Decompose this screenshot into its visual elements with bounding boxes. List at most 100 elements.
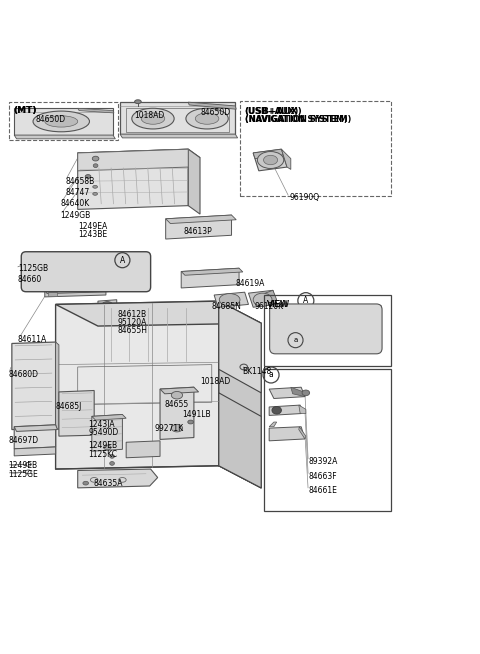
Ellipse shape xyxy=(92,156,99,161)
Ellipse shape xyxy=(141,113,165,124)
Text: 84685N: 84685N xyxy=(212,302,241,311)
Polygon shape xyxy=(166,215,231,239)
Text: 1125KC: 1125KC xyxy=(88,449,118,458)
Text: 84650D: 84650D xyxy=(200,108,230,117)
Bar xyxy=(264,295,391,366)
Text: 96190Q: 96190Q xyxy=(289,193,320,202)
Text: 84635A: 84635A xyxy=(93,479,123,488)
Text: 84650D: 84650D xyxy=(36,114,65,124)
Text: a: a xyxy=(269,370,274,379)
Polygon shape xyxy=(166,215,236,224)
Text: 1491LB: 1491LB xyxy=(182,409,211,419)
Polygon shape xyxy=(299,426,306,439)
Ellipse shape xyxy=(186,109,228,129)
Ellipse shape xyxy=(302,390,310,396)
Ellipse shape xyxy=(93,164,98,167)
Polygon shape xyxy=(219,393,261,488)
Ellipse shape xyxy=(264,155,277,165)
Text: 84660: 84660 xyxy=(18,275,42,284)
Text: 1249GB: 1249GB xyxy=(60,211,91,220)
Text: 1243BE: 1243BE xyxy=(78,230,107,239)
Ellipse shape xyxy=(85,175,91,179)
Ellipse shape xyxy=(33,111,89,132)
Text: BK1148: BK1148 xyxy=(242,367,272,376)
Text: 84747: 84747 xyxy=(65,188,89,197)
Text: 84685J: 84685J xyxy=(56,402,82,411)
Polygon shape xyxy=(78,109,114,113)
Ellipse shape xyxy=(253,293,272,306)
Ellipse shape xyxy=(188,420,193,424)
Text: 1018AD: 1018AD xyxy=(200,377,230,386)
Polygon shape xyxy=(92,415,122,451)
Polygon shape xyxy=(269,405,301,415)
Polygon shape xyxy=(98,300,117,311)
Polygon shape xyxy=(160,387,194,439)
Text: 84663F: 84663F xyxy=(308,472,337,481)
Text: (NAVIGATION SYSTEM): (NAVIGATION SYSTEM) xyxy=(245,115,348,124)
Polygon shape xyxy=(263,290,276,304)
Ellipse shape xyxy=(257,152,284,169)
Text: a: a xyxy=(293,337,298,343)
Polygon shape xyxy=(78,469,157,488)
Polygon shape xyxy=(56,342,59,430)
Polygon shape xyxy=(253,149,287,171)
Polygon shape xyxy=(14,425,56,449)
Polygon shape xyxy=(269,387,305,398)
Text: A: A xyxy=(120,256,125,265)
Text: 1243JA: 1243JA xyxy=(88,420,115,429)
Text: (USB+AUX): (USB+AUX) xyxy=(245,107,302,116)
Polygon shape xyxy=(269,422,276,426)
Text: (MT): (MT) xyxy=(13,106,37,115)
Polygon shape xyxy=(214,292,249,307)
Text: 1249EB: 1249EB xyxy=(88,441,118,450)
Polygon shape xyxy=(253,149,283,159)
Polygon shape xyxy=(160,387,199,394)
Polygon shape xyxy=(126,441,160,458)
Text: 84697D: 84697D xyxy=(9,436,39,445)
Bar xyxy=(9,102,118,140)
Ellipse shape xyxy=(195,113,219,124)
Text: 84655H: 84655H xyxy=(118,326,148,335)
Bar xyxy=(264,370,391,511)
Text: 84680D: 84680D xyxy=(9,370,38,379)
Polygon shape xyxy=(249,290,276,307)
FancyBboxPatch shape xyxy=(21,252,151,292)
Polygon shape xyxy=(14,109,113,135)
Polygon shape xyxy=(59,390,94,436)
Text: (USB+AUX): (USB+AUX) xyxy=(245,107,299,116)
Polygon shape xyxy=(120,134,238,138)
Text: 1018AD: 1018AD xyxy=(134,111,165,120)
Polygon shape xyxy=(188,102,236,109)
Text: 84619A: 84619A xyxy=(235,279,264,288)
Ellipse shape xyxy=(102,301,113,309)
Polygon shape xyxy=(12,342,56,430)
Polygon shape xyxy=(14,425,58,432)
Polygon shape xyxy=(219,301,261,488)
Ellipse shape xyxy=(171,424,182,432)
Text: 95120A: 95120A xyxy=(118,318,147,327)
Text: 89392A: 89392A xyxy=(308,457,337,466)
Text: (MT): (MT) xyxy=(13,106,37,115)
Ellipse shape xyxy=(110,455,114,458)
Ellipse shape xyxy=(171,392,182,399)
Ellipse shape xyxy=(93,186,97,188)
Text: A: A xyxy=(303,296,309,305)
Polygon shape xyxy=(78,149,200,162)
Text: 1249EA: 1249EA xyxy=(78,222,107,231)
Text: 84658B: 84658B xyxy=(65,177,94,186)
Text: 96120K: 96120K xyxy=(254,302,283,311)
Text: (NAVIGATION SYSTEM): (NAVIGATION SYSTEM) xyxy=(245,115,351,124)
Text: 84640K: 84640K xyxy=(60,199,90,208)
Ellipse shape xyxy=(132,109,174,129)
Ellipse shape xyxy=(134,100,141,103)
Ellipse shape xyxy=(83,481,88,485)
Text: 1249EB: 1249EB xyxy=(9,461,38,470)
Polygon shape xyxy=(219,301,261,393)
Ellipse shape xyxy=(93,192,97,196)
Text: 95490D: 95490D xyxy=(88,428,119,438)
Polygon shape xyxy=(56,301,261,326)
Text: VIEW: VIEW xyxy=(267,300,290,309)
Bar xyxy=(126,109,228,132)
Polygon shape xyxy=(45,288,106,297)
Polygon shape xyxy=(120,102,235,134)
